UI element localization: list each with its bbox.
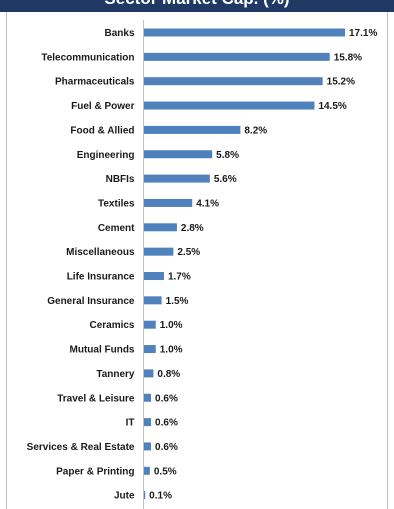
- bar: [144, 369, 154, 378]
- category-label: Miscellaneous: [66, 247, 135, 258]
- bar: [144, 125, 241, 134]
- bar: [144, 28, 345, 37]
- bar: [144, 418, 152, 427]
- bar: [144, 393, 152, 402]
- data-label: 0.6%: [155, 393, 178, 404]
- category-label: Paper & Printing: [56, 466, 134, 477]
- category-label: Food & Allied: [70, 125, 134, 136]
- bar: [144, 223, 177, 232]
- category-label: Mutual Funds: [70, 345, 135, 356]
- category-label: NBFIs: [106, 174, 135, 185]
- bar: [144, 345, 156, 354]
- bar: [144, 466, 150, 475]
- category-label: Pharmaceuticals: [55, 77, 135, 88]
- data-label: 1.0%: [160, 320, 183, 331]
- bar: [144, 174, 210, 183]
- category-label: Fuel & Power: [71, 101, 134, 112]
- bar: [144, 52, 330, 61]
- category-label: Life Insurance: [67, 272, 135, 283]
- category-label: Services & Real Estate: [27, 442, 135, 453]
- category-label: Telecommunication: [41, 52, 134, 63]
- category-label: Ceramics: [89, 320, 134, 331]
- bar: [144, 101, 315, 110]
- data-label: 0.8%: [157, 369, 180, 380]
- category-label: IT: [126, 418, 135, 429]
- bar: [144, 320, 156, 329]
- category-label: Textiles: [98, 198, 135, 209]
- data-label: 0.6%: [155, 442, 178, 453]
- category-label: Banks: [104, 28, 134, 39]
- data-label: 5.8%: [216, 150, 239, 161]
- data-label: 0.5%: [154, 466, 177, 477]
- data-label: 4.1%: [196, 198, 219, 209]
- bar: [144, 77, 323, 86]
- bar: [144, 150, 213, 159]
- data-label: 2.8%: [181, 223, 204, 234]
- data-label: 15.8%: [334, 52, 362, 63]
- plot-area-border: [6, 12, 388, 509]
- data-label: 17.1%: [349, 28, 377, 39]
- chart-title: Sector Market Cap. (%): [0, 0, 394, 9]
- data-label: 2.5%: [177, 247, 200, 258]
- title-bar: Sector Market Cap. (%): [0, 0, 394, 12]
- data-label: 5.6%: [214, 174, 237, 185]
- bar: [144, 198, 193, 207]
- bar: [144, 442, 152, 451]
- category-label: Travel & Leisure: [57, 393, 135, 404]
- data-label: 8.2%: [244, 125, 267, 136]
- data-label: 1.5%: [166, 296, 189, 307]
- bar: [144, 491, 146, 500]
- bar: [144, 296, 162, 305]
- bar: [144, 247, 174, 256]
- category-label: General Insurance: [47, 296, 135, 307]
- data-label: 14.5%: [318, 101, 346, 112]
- data-label: 0.6%: [155, 418, 178, 429]
- data-label: 15.2%: [327, 77, 355, 88]
- bar: [144, 272, 164, 280]
- data-label: 1.0%: [160, 345, 183, 356]
- data-label: 0.1%: [149, 491, 172, 502]
- category-label: Jute: [114, 491, 135, 502]
- category-label: Cement: [98, 223, 135, 234]
- data-label: 1.7%: [168, 272, 191, 283]
- category-label: Engineering: [77, 150, 135, 161]
- category-label: Tannery: [96, 369, 135, 380]
